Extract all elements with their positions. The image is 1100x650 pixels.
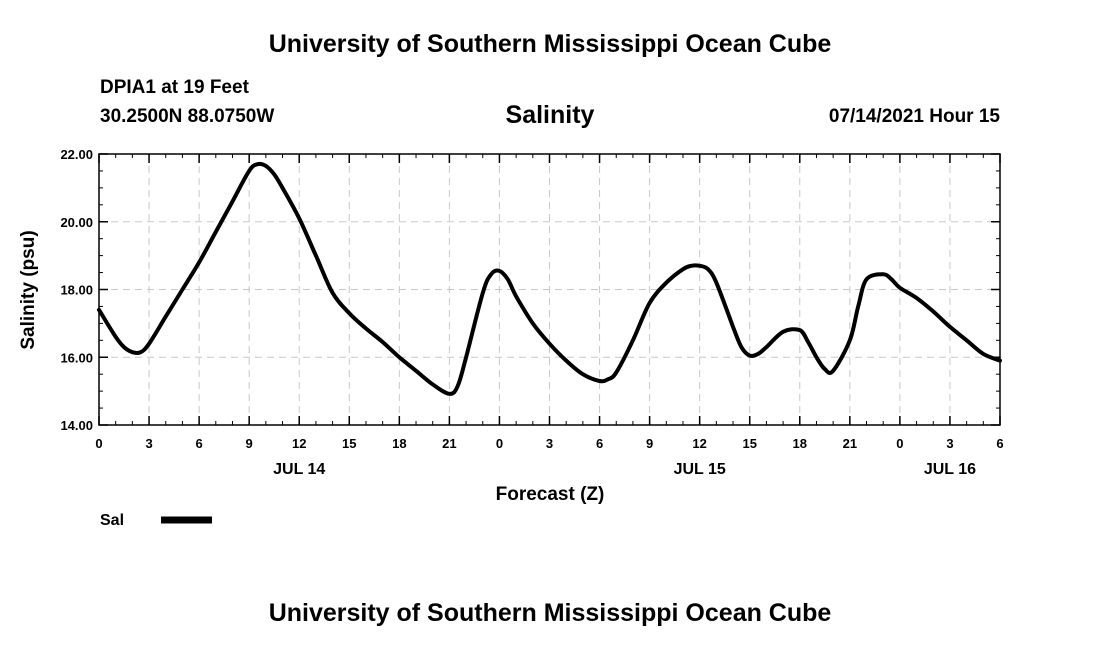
x-tick-label: 18 — [793, 436, 807, 451]
x-tick-label: 6 — [596, 436, 603, 451]
x-tick-label: 21 — [843, 436, 857, 451]
x-tick-label: 18 — [392, 436, 406, 451]
axes: 0 3 6 9 12 15 18 21 0 3 6 9 12 15 18 21 0 3 6 14.00 16.00 18.… — [60, 147, 1003, 478]
day-label: JUL 15 — [674, 461, 726, 478]
y-tick-label: 16.00 — [60, 350, 93, 365]
coordinates-label: 30.2500N 88.0750W — [100, 106, 275, 127]
x-tick-label: 9 — [246, 436, 253, 451]
x-tick-label: 3 — [546, 436, 553, 451]
x-tick-label: 3 — [145, 436, 152, 451]
day-label: JUL 14 — [273, 461, 325, 478]
y-tick-label: 20.00 — [60, 215, 93, 230]
x-tick-label: 0 — [896, 436, 903, 451]
y-tick-label: 14.00 — [60, 418, 93, 433]
legend-label-sal: Sal — [100, 512, 124, 529]
x-tick-label: 15 — [342, 436, 356, 451]
x-tick-label: 12 — [692, 436, 706, 451]
x-tick-label: 9 — [646, 436, 653, 451]
legend: Sal — [100, 512, 212, 529]
x-tick-label: 12 — [292, 436, 306, 451]
x-tick-label: 0 — [95, 436, 102, 451]
x-axis-label: Forecast (Z) — [496, 484, 605, 505]
chart-header-title: University of Southern Mississippi Ocean… — [268, 30, 832, 58]
series-layer — [97, 161, 1002, 396]
y-tick-label: 18.00 — [60, 283, 93, 298]
chart-footer-title: University of Southern Mississippi Ocean… — [268, 599, 832, 627]
x-tick-label: 6 — [195, 436, 202, 451]
series-line-sal — [97, 161, 1002, 396]
x-tick-label: 0 — [496, 436, 503, 451]
x-tick-label: 15 — [742, 436, 756, 451]
station-label: DPIA1 at 19 Feet — [100, 77, 249, 98]
y-axis-label: Salinity (psu) — [18, 230, 39, 349]
plot-title: Salinity — [505, 101, 595, 129]
x-tick-label: 6 — [996, 436, 1003, 451]
day-label: JUL 16 — [924, 461, 976, 478]
y-tick-label: 22.00 — [60, 147, 93, 162]
x-tick-label: 3 — [946, 436, 953, 451]
x-tick-label: 21 — [442, 436, 456, 451]
forecast-datetime: 07/14/2021 Hour 15 — [828, 106, 1000, 127]
grid — [99, 154, 1000, 425]
